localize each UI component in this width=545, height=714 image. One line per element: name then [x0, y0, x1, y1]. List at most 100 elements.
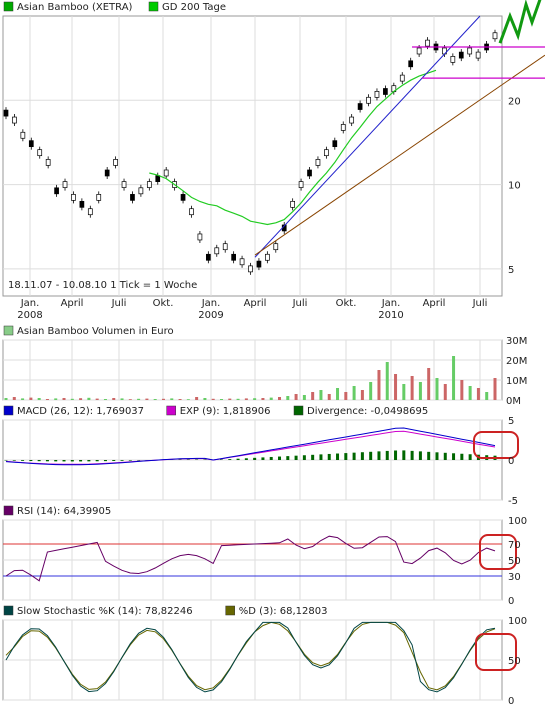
volume-bar [353, 386, 356, 400]
volume-bar [112, 398, 115, 400]
divergence-bar [237, 459, 240, 460]
volume-bar [29, 398, 32, 400]
rsi-tick-label: 0 [508, 596, 514, 607]
candle [4, 110, 8, 116]
divergence-bar [444, 453, 447, 460]
candle [265, 254, 269, 260]
macd-tick-label: 5 [508, 416, 514, 427]
volume-bar [195, 397, 198, 400]
candle [130, 194, 134, 200]
volume-bar [469, 386, 472, 400]
volume-bar [145, 399, 148, 400]
volume-bar [460, 380, 463, 400]
divergence-bar [253, 458, 256, 460]
candle [358, 104, 362, 110]
volume-bar [87, 398, 90, 400]
divergence-bar [54, 460, 57, 461]
divergence-bar [336, 454, 339, 460]
divergence-bar [361, 452, 364, 460]
volume-bar [444, 384, 447, 400]
volume-bar [435, 378, 438, 400]
volume-bar [319, 390, 322, 400]
volume-bar [411, 376, 414, 400]
divergence-bar [245, 458, 248, 460]
macd-tick-label: -5 [508, 496, 518, 507]
candle [88, 209, 92, 215]
volume-bar [13, 397, 16, 400]
candle [493, 33, 497, 39]
volume-bar [129, 399, 132, 400]
divergence-bar [295, 456, 298, 460]
legend-label: Divergence: -0,0498695 [307, 406, 428, 417]
year-tick-label: 2010 [378, 310, 403, 321]
volume-bar [278, 397, 281, 400]
volume-bar [212, 399, 215, 400]
volume-bar [494, 378, 497, 400]
volume-bar [179, 399, 182, 400]
divergence-bar [328, 454, 331, 460]
divergence-bar [386, 451, 389, 460]
divergence-bar [419, 451, 422, 460]
volume-bar [245, 398, 248, 400]
volume-bar [46, 399, 49, 400]
candle [105, 170, 109, 176]
candle [46, 159, 50, 165]
candle [189, 209, 193, 215]
divergence-bar [286, 456, 289, 460]
divergence-bar [261, 457, 264, 460]
volume-bar [477, 388, 480, 400]
candle [383, 88, 387, 94]
volume-bar [485, 392, 488, 400]
legend-label: GD 200 Tage [162, 2, 226, 13]
candle [71, 194, 75, 200]
volume-bar [104, 399, 107, 400]
volume-bar [377, 370, 380, 400]
candle [63, 182, 67, 188]
divergence-bar [71, 460, 74, 461]
candle [80, 201, 84, 207]
divergence-bar [411, 451, 414, 460]
macd-tick-label: 0 [508, 456, 514, 467]
volume-bar [228, 399, 231, 400]
legend-label: MACD (26, 12): 1,769037 [17, 406, 144, 417]
volume-bar [328, 394, 331, 400]
candle [308, 170, 312, 176]
divergence-bar [319, 454, 322, 460]
divergence-bar [394, 450, 397, 460]
date-range-note: 18.11.07 - 10.08.10 1 Tick = 1 Woche [8, 280, 197, 291]
volume-bar [394, 374, 397, 400]
candle [38, 150, 42, 156]
divergence-bar [452, 453, 455, 460]
divergence-bar [13, 460, 16, 461]
volume-bar [286, 396, 289, 400]
candle [333, 141, 337, 147]
volume-tick-label: 20M [506, 356, 527, 367]
candle [249, 266, 253, 272]
candle [459, 52, 463, 58]
divergence-bar [104, 460, 107, 461]
year-tick-label: 2009 [198, 310, 223, 321]
divergence-bar [369, 452, 372, 460]
candle [316, 159, 320, 165]
volume-bar [71, 399, 74, 400]
divergence-bar [46, 460, 49, 461]
candle [97, 194, 101, 200]
month-tick-label: Jan. [381, 298, 401, 309]
volume-bar [237, 399, 240, 400]
volume-bar [203, 398, 206, 400]
price-tick-label: 10 [508, 181, 521, 192]
volume-bar [96, 399, 99, 400]
rsi-tick-label: 30 [508, 572, 521, 583]
volume-tick-label: 10M [506, 376, 527, 387]
candle [468, 48, 472, 54]
divergence-bar [303, 455, 306, 460]
candle [215, 248, 219, 254]
divergence-bar [435, 452, 438, 460]
candle [198, 234, 202, 240]
divergence-bar [353, 453, 356, 460]
divergence-bar [377, 451, 380, 460]
volume-bar [261, 398, 264, 400]
volume-bar [336, 388, 339, 400]
divergence-bar [278, 457, 281, 460]
